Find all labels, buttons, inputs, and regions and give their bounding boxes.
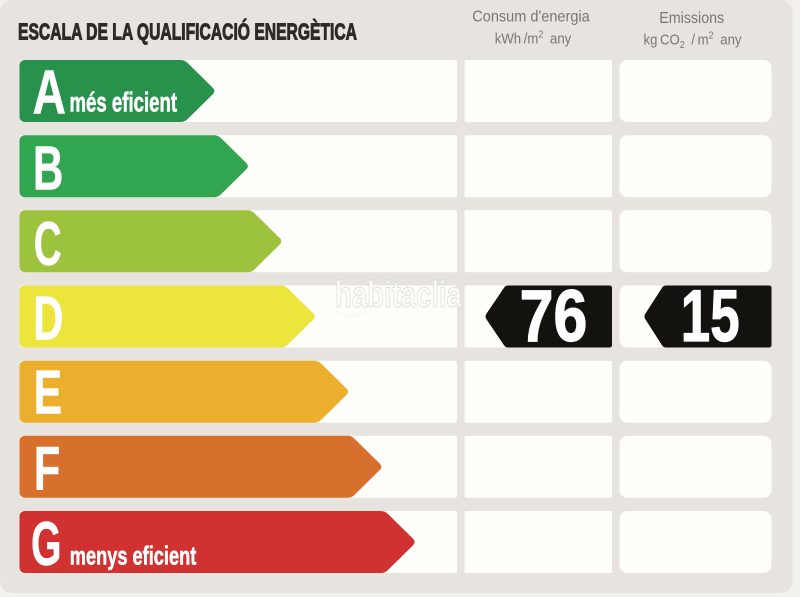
svg-text:F: F — [34, 435, 61, 504]
svg-text:G: G — [31, 510, 62, 579]
svg-text:Consum d'energia: Consum d'energia — [472, 9, 590, 26]
svg-text:C: C — [34, 210, 62, 279]
svg-text:ESCALA DE LA QUALIFICACIÓ ENER: ESCALA DE LA QUALIFICACIÓ ENERGÈTICA — [18, 18, 357, 45]
svg-text:15: 15 — [681, 276, 740, 357]
svg-text:kWh /m2 any: kWh /m2 any — [495, 29, 572, 47]
svg-text:Emissions: Emissions — [659, 10, 724, 27]
svg-text:E: E — [34, 359, 63, 428]
svg-text:menys eficient: menys eficient — [70, 541, 197, 571]
svg-text:A: A — [33, 59, 67, 128]
svg-text:B: B — [33, 134, 63, 203]
svg-text:habitaclia: habitaclia — [335, 274, 462, 315]
svg-text:D: D — [33, 284, 63, 353]
svg-text:més eficient: més eficient — [70, 86, 178, 117]
svg-text:kg CO2 / m2 any: kg CO2 / m2 any — [644, 31, 743, 52]
svg-text:76: 76 — [520, 276, 588, 357]
